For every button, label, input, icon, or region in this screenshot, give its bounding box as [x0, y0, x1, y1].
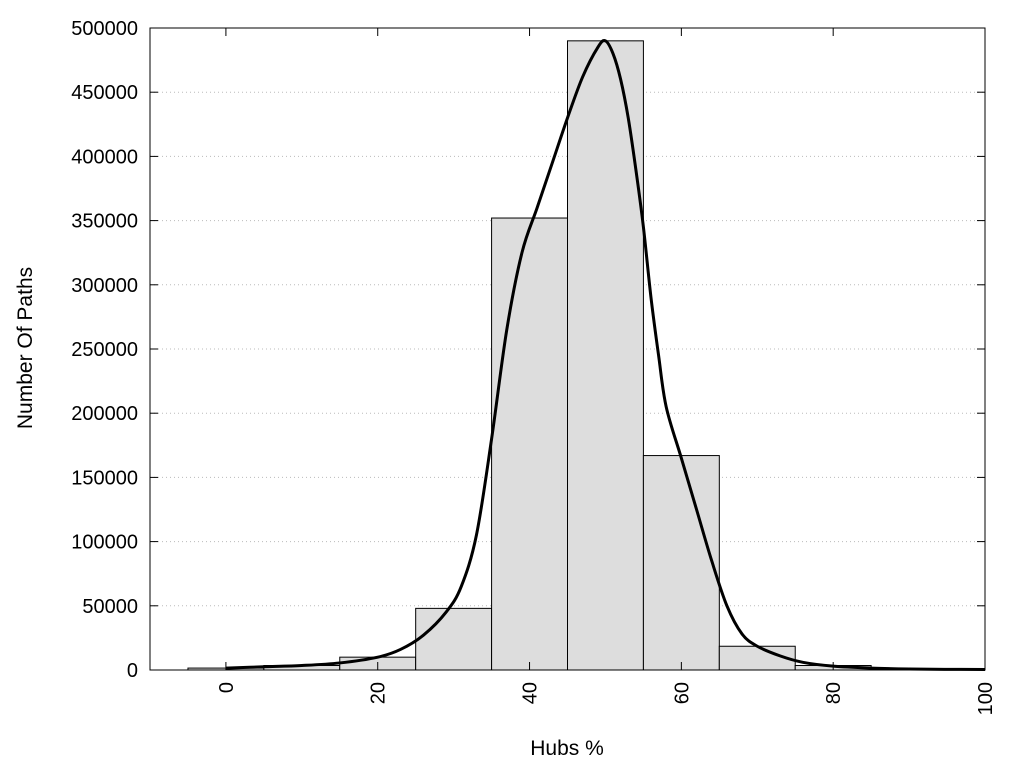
histogram-bar	[642, 455, 720, 671]
x-tick-label: 60	[671, 682, 693, 704]
y-tick-label: 300000	[71, 275, 138, 297]
y-tick-label: 500000	[71, 18, 138, 40]
y-tick-label: 350000	[71, 211, 138, 233]
y-tick-label: 250000	[71, 339, 138, 361]
y-tick-label: 0	[127, 660, 138, 682]
histogram-bar	[491, 217, 568, 671]
density-curve-line	[225, 39, 986, 671]
y-tick-label: 450000	[71, 82, 138, 104]
x-axis-ticks: 0 20 40 60 80 100	[216, 28, 997, 715]
histogram-bars	[187, 40, 948, 671]
density-curve	[225, 39, 986, 671]
x-tick-label: 80	[823, 682, 845, 704]
histogram-bar	[415, 607, 493, 671]
y-tick-label: 150000	[71, 467, 138, 489]
x-tick-label: 0	[216, 682, 238, 693]
y-axis-ticks: 0 50000 100000 150000 200000 250000 300000 3500…	[71, 18, 985, 682]
y-axis-label: Number Of Paths	[14, 267, 37, 429]
y-tick-label: 400000	[71, 146, 138, 168]
x-tick-label: 100	[975, 682, 997, 715]
x-tick-label: 20	[368, 682, 390, 704]
y-tick-label: 100000	[71, 532, 138, 554]
x-tick-label: 40	[520, 682, 542, 704]
x-axis-label: Hubs %	[530, 737, 604, 760]
y-tick-label: 200000	[71, 403, 138, 425]
y-tick-label: 50000	[82, 596, 138, 618]
